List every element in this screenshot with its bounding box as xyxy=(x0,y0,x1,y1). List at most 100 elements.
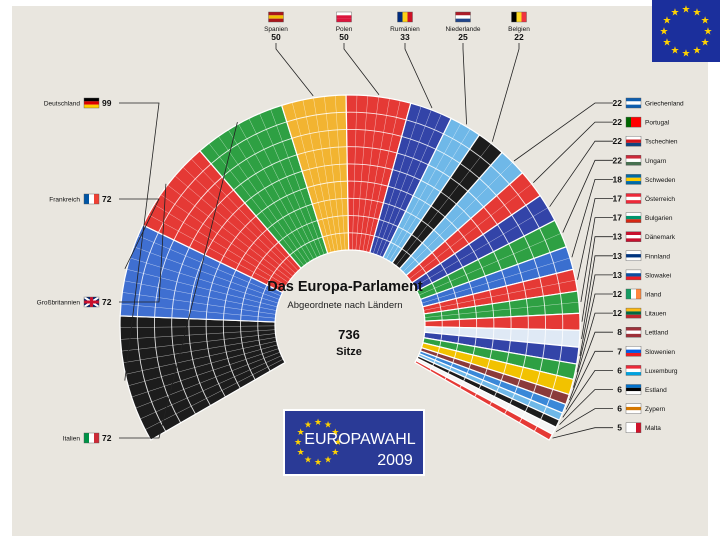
leader-schweden xyxy=(571,178,613,258)
wedge-malta xyxy=(414,359,554,441)
svg-text:★: ★ xyxy=(304,420,312,430)
seat-count: 6 xyxy=(617,404,622,414)
leader-daenemark xyxy=(581,236,613,322)
leader-zypern xyxy=(555,408,613,433)
flag-malta-icon xyxy=(625,422,642,433)
flag-luxemburg-icon xyxy=(625,365,642,376)
seat-count: 6 xyxy=(617,385,622,395)
leader-frankreich xyxy=(119,198,160,269)
seat-count: 22 xyxy=(613,136,623,146)
star-circle-icon: ★★★★★★★★★ ★ ★★ xyxy=(294,417,342,467)
country-name: Griechenland xyxy=(645,101,684,108)
seat-count: 22 xyxy=(613,155,623,165)
wedge-grossbritannien xyxy=(142,149,302,294)
seat-count: 12 xyxy=(613,308,623,318)
seat-count: 13 xyxy=(613,251,623,261)
flag-rumaenien-icon xyxy=(397,11,413,23)
label-daenemark: Dänemark 13 xyxy=(613,231,676,242)
svg-text:★: ★ xyxy=(693,46,702,57)
seat-count: 25 xyxy=(458,32,468,42)
banner-year: 2009 xyxy=(377,452,413,469)
svg-text:★: ★ xyxy=(304,454,312,464)
svg-text:★: ★ xyxy=(297,427,305,437)
country-name: Finnland xyxy=(645,253,670,260)
europawahl-banner: ★★★★★★★★★ ★ ★★ EUROPAWAHL 2009 xyxy=(283,409,425,476)
flag-spanien-icon xyxy=(268,11,284,23)
svg-text:★: ★ xyxy=(662,16,671,27)
flag-estland-icon xyxy=(625,384,642,395)
svg-text:★: ★ xyxy=(671,46,680,57)
label-luxemburg: Luxemburg 6 xyxy=(617,365,678,376)
label-zypern: Zypern 6 xyxy=(617,403,666,414)
country-name: Ungarn xyxy=(645,158,667,165)
leader-ungarn xyxy=(562,159,613,233)
seat-count: 72 xyxy=(102,297,112,307)
label-slowakei: Slowakei 13 xyxy=(613,269,671,281)
country-name: Tschechien xyxy=(645,139,678,146)
chart-title: Das Europa-Parlament xyxy=(267,279,423,295)
seat-count: 72 xyxy=(102,433,112,443)
leader-litauen xyxy=(573,312,613,388)
leader-italien xyxy=(119,122,238,439)
seat-count: 8 xyxy=(617,327,622,337)
flag-niederlande-icon xyxy=(455,11,471,23)
label-lettland: Lettland 8 xyxy=(617,327,669,338)
label-grossbritannien: Großbritannien 72 xyxy=(37,296,112,308)
flag-frankreich-icon xyxy=(83,193,100,205)
country-name: Spanien xyxy=(264,26,288,33)
country-name: Österreich xyxy=(645,195,675,203)
flag-italien-icon xyxy=(83,432,100,444)
country-name: Slowenien xyxy=(645,349,675,356)
leader-tschechien xyxy=(549,140,613,207)
flag-deutschland-icon xyxy=(83,97,100,109)
country-name: Niederlande xyxy=(445,26,480,33)
flag-bulgarien-icon xyxy=(625,212,642,223)
label-portugal: Portugal 22 xyxy=(613,116,670,128)
eu-flag-icon: ★ ★ ★ ★ ★ ★ ★ ★ ★ ★ ★ ★ xyxy=(652,0,720,62)
flag-daenemark-icon xyxy=(625,231,642,242)
flag-litauen-icon xyxy=(625,307,642,319)
flag-griechenland-icon xyxy=(625,97,642,109)
seat-count: 22 xyxy=(514,32,524,42)
total-seats-value: 736 xyxy=(338,327,360,342)
seat-count: 50 xyxy=(339,32,349,42)
country-name: Italien xyxy=(63,436,81,443)
seat-count: 17 xyxy=(613,213,623,223)
leader-deutschland xyxy=(119,102,160,381)
label-irland: Irland 12 xyxy=(613,288,662,300)
leader-estland xyxy=(559,389,613,425)
flag-grossbritannien-icon xyxy=(83,296,100,308)
chart-subtitle: Abgeordnete nach Ländern xyxy=(287,300,402,311)
seat-count: 6 xyxy=(617,365,622,375)
label-litauen: Litauen 12 xyxy=(613,307,667,319)
svg-text:★: ★ xyxy=(701,16,710,27)
seat-count: 50 xyxy=(271,32,281,42)
label-italien: Italien 72 xyxy=(63,432,112,444)
svg-text:★: ★ xyxy=(660,27,669,38)
leader-malta xyxy=(552,427,613,439)
label-finnland: Finnland 13 xyxy=(613,250,670,262)
label-tschechien: Tschechien 22 xyxy=(613,135,678,147)
flag-oesterreich-icon xyxy=(625,193,642,204)
leader-grossbritannien xyxy=(119,183,167,303)
seat-count: 17 xyxy=(613,194,623,204)
wedge-polen xyxy=(345,94,412,254)
country-name: Polen xyxy=(336,26,353,33)
leader-belgien xyxy=(491,43,520,142)
svg-text:★: ★ xyxy=(334,437,342,447)
country-name: Großbritannien xyxy=(37,300,81,307)
flag-portugal-icon xyxy=(625,116,642,128)
leader-oesterreich xyxy=(577,198,613,280)
country-name: Frankreich xyxy=(49,197,80,204)
seat-count: 22 xyxy=(613,117,623,127)
label-frankreich: Frankreich 72 xyxy=(49,193,112,205)
flag-slowakei-icon xyxy=(625,269,642,281)
svg-text:★: ★ xyxy=(297,447,305,457)
seat-count: 18 xyxy=(613,174,623,184)
svg-text:★: ★ xyxy=(671,7,680,18)
